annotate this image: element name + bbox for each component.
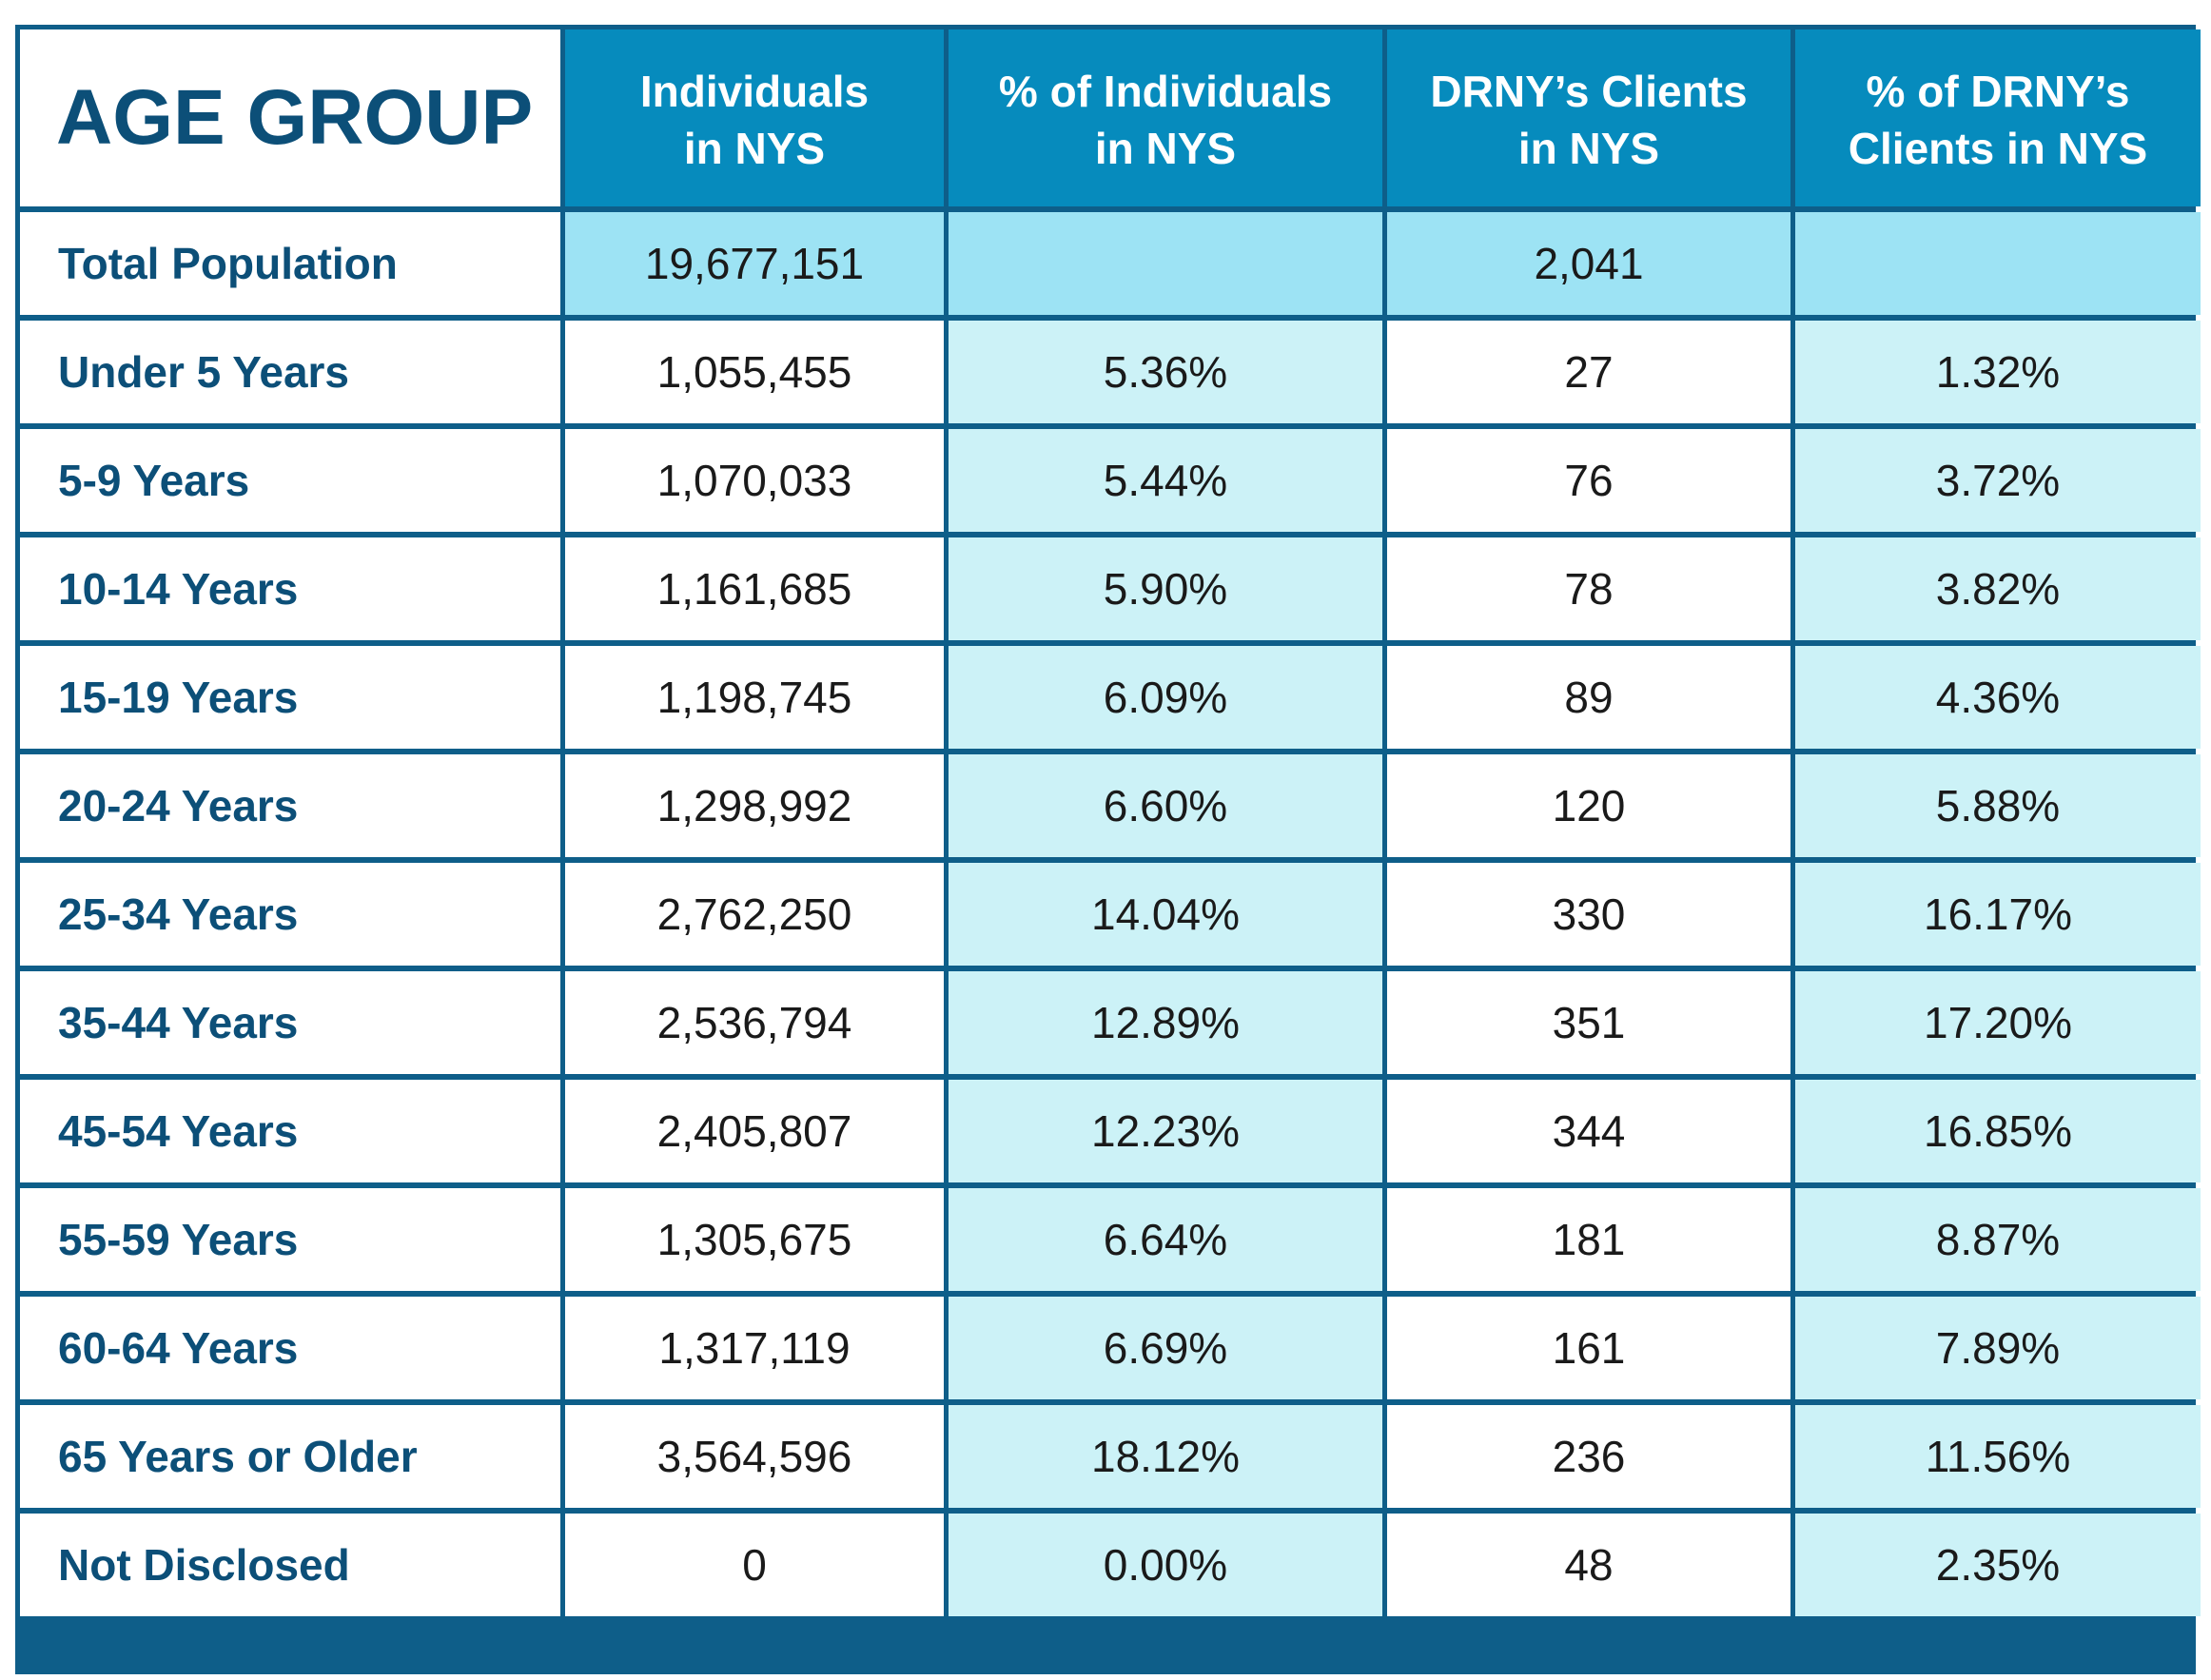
pct-individuals-cell: 5.44% bbox=[949, 429, 1382, 532]
pct-clients-cell: 5.88% bbox=[1795, 754, 2201, 857]
individuals-cell: 2,762,250 bbox=[565, 863, 944, 966]
individuals-cell: 1,317,119 bbox=[565, 1297, 944, 1399]
individuals-cell: 3,564,596 bbox=[565, 1405, 944, 1508]
pct-clients-cell: 16.85% bbox=[1795, 1080, 2201, 1182]
clients-cell: 351 bbox=[1387, 971, 1790, 1074]
pct-clients-cell: 2.35% bbox=[1795, 1514, 2201, 1616]
pct-clients-cell: 4.36% bbox=[1795, 646, 2201, 749]
total-row-label: Total Population bbox=[20, 212, 560, 315]
column-header-pct-individuals: % of Individuals in NYS bbox=[949, 29, 1382, 206]
column-header-individuals: Individuals in NYS bbox=[565, 29, 944, 206]
individuals-cell: 2,405,807 bbox=[565, 1080, 944, 1182]
individuals-cell: 0 bbox=[565, 1514, 944, 1616]
individuals-cell: 1,198,745 bbox=[565, 646, 944, 749]
age-group-label: Not Disclosed bbox=[20, 1514, 560, 1616]
pct-individuals-cell: 6.69% bbox=[949, 1297, 1382, 1399]
pct-clients-cell: 3.82% bbox=[1795, 537, 2201, 640]
clients-cell: 89 bbox=[1387, 646, 1790, 749]
pct-individuals-cell: 5.90% bbox=[949, 537, 1382, 640]
pct-individuals-cell: 12.89% bbox=[949, 971, 1382, 1074]
individuals-cell: 1,298,992 bbox=[565, 754, 944, 857]
age-group-table: AGE GROUP Individuals in NYS % of Indivi… bbox=[15, 25, 2201, 1674]
age-group-label: 65 Years or Older bbox=[20, 1405, 560, 1508]
pct-individuals-cell: 6.64% bbox=[949, 1188, 1382, 1291]
clients-cell: 27 bbox=[1387, 321, 1790, 423]
total-pct-clients-cell bbox=[1795, 212, 2201, 315]
individuals-cell: 1,070,033 bbox=[565, 429, 944, 532]
total-clients-cell: 2,041 bbox=[1387, 212, 1790, 315]
age-group-label: 60-64 Years bbox=[20, 1297, 560, 1399]
clients-cell: 161 bbox=[1387, 1297, 1790, 1399]
clients-cell: 76 bbox=[1387, 429, 1790, 532]
pct-clients-cell: 17.20% bbox=[1795, 971, 2201, 1074]
pct-clients-cell: 3.72% bbox=[1795, 429, 2201, 532]
column-header-clients: DRNY’s Clients in NYS bbox=[1387, 29, 1790, 206]
clients-cell: 48 bbox=[1387, 1514, 1790, 1616]
age-group-label: 15-19 Years bbox=[20, 646, 560, 749]
pct-clients-cell: 11.56% bbox=[1795, 1405, 2201, 1508]
clients-cell: 330 bbox=[1387, 863, 1790, 966]
pct-individuals-cell: 6.60% bbox=[949, 754, 1382, 857]
age-group-label: Under 5 Years bbox=[20, 321, 560, 423]
pct-individuals-cell: 0.00% bbox=[949, 1514, 1382, 1616]
age-group-label: 10-14 Years bbox=[20, 537, 560, 640]
pct-clients-cell: 16.17% bbox=[1795, 863, 2201, 966]
pct-individuals-cell: 14.04% bbox=[949, 863, 1382, 966]
pct-individuals-cell: 12.23% bbox=[949, 1080, 1382, 1182]
age-group-label: 5-9 Years bbox=[20, 429, 560, 532]
clients-cell: 78 bbox=[1387, 537, 1790, 640]
individuals-cell: 2,536,794 bbox=[565, 971, 944, 1074]
clients-cell: 344 bbox=[1387, 1080, 1790, 1182]
total-pct-individuals-cell bbox=[949, 212, 1382, 315]
age-group-label: 55-59 Years bbox=[20, 1188, 560, 1291]
pct-clients-cell: 1.32% bbox=[1795, 321, 2201, 423]
individuals-cell: 1,055,455 bbox=[565, 321, 944, 423]
column-header-pct-clients: % of DRNY’s Clients in NYS bbox=[1795, 29, 2201, 206]
table-header-label: AGE GROUP bbox=[20, 29, 560, 206]
age-group-label: 35-44 Years bbox=[20, 971, 560, 1074]
pct-clients-cell: 7.89% bbox=[1795, 1297, 2201, 1399]
age-group-label: 25-34 Years bbox=[20, 863, 560, 966]
age-group-label: 20-24 Years bbox=[20, 754, 560, 857]
pct-individuals-cell: 5.36% bbox=[949, 321, 1382, 423]
pct-individuals-cell: 18.12% bbox=[949, 1405, 1382, 1508]
total-individuals-cell: 19,677,151 bbox=[565, 212, 944, 315]
pct-clients-cell: 8.87% bbox=[1795, 1188, 2201, 1291]
clients-cell: 181 bbox=[1387, 1188, 1790, 1291]
clients-cell: 120 bbox=[1387, 754, 1790, 857]
pct-individuals-cell: 6.09% bbox=[949, 646, 1382, 749]
individuals-cell: 1,161,685 bbox=[565, 537, 944, 640]
clients-cell: 236 bbox=[1387, 1405, 1790, 1508]
individuals-cell: 1,305,675 bbox=[565, 1188, 944, 1291]
age-group-label: 45-54 Years bbox=[20, 1080, 560, 1182]
